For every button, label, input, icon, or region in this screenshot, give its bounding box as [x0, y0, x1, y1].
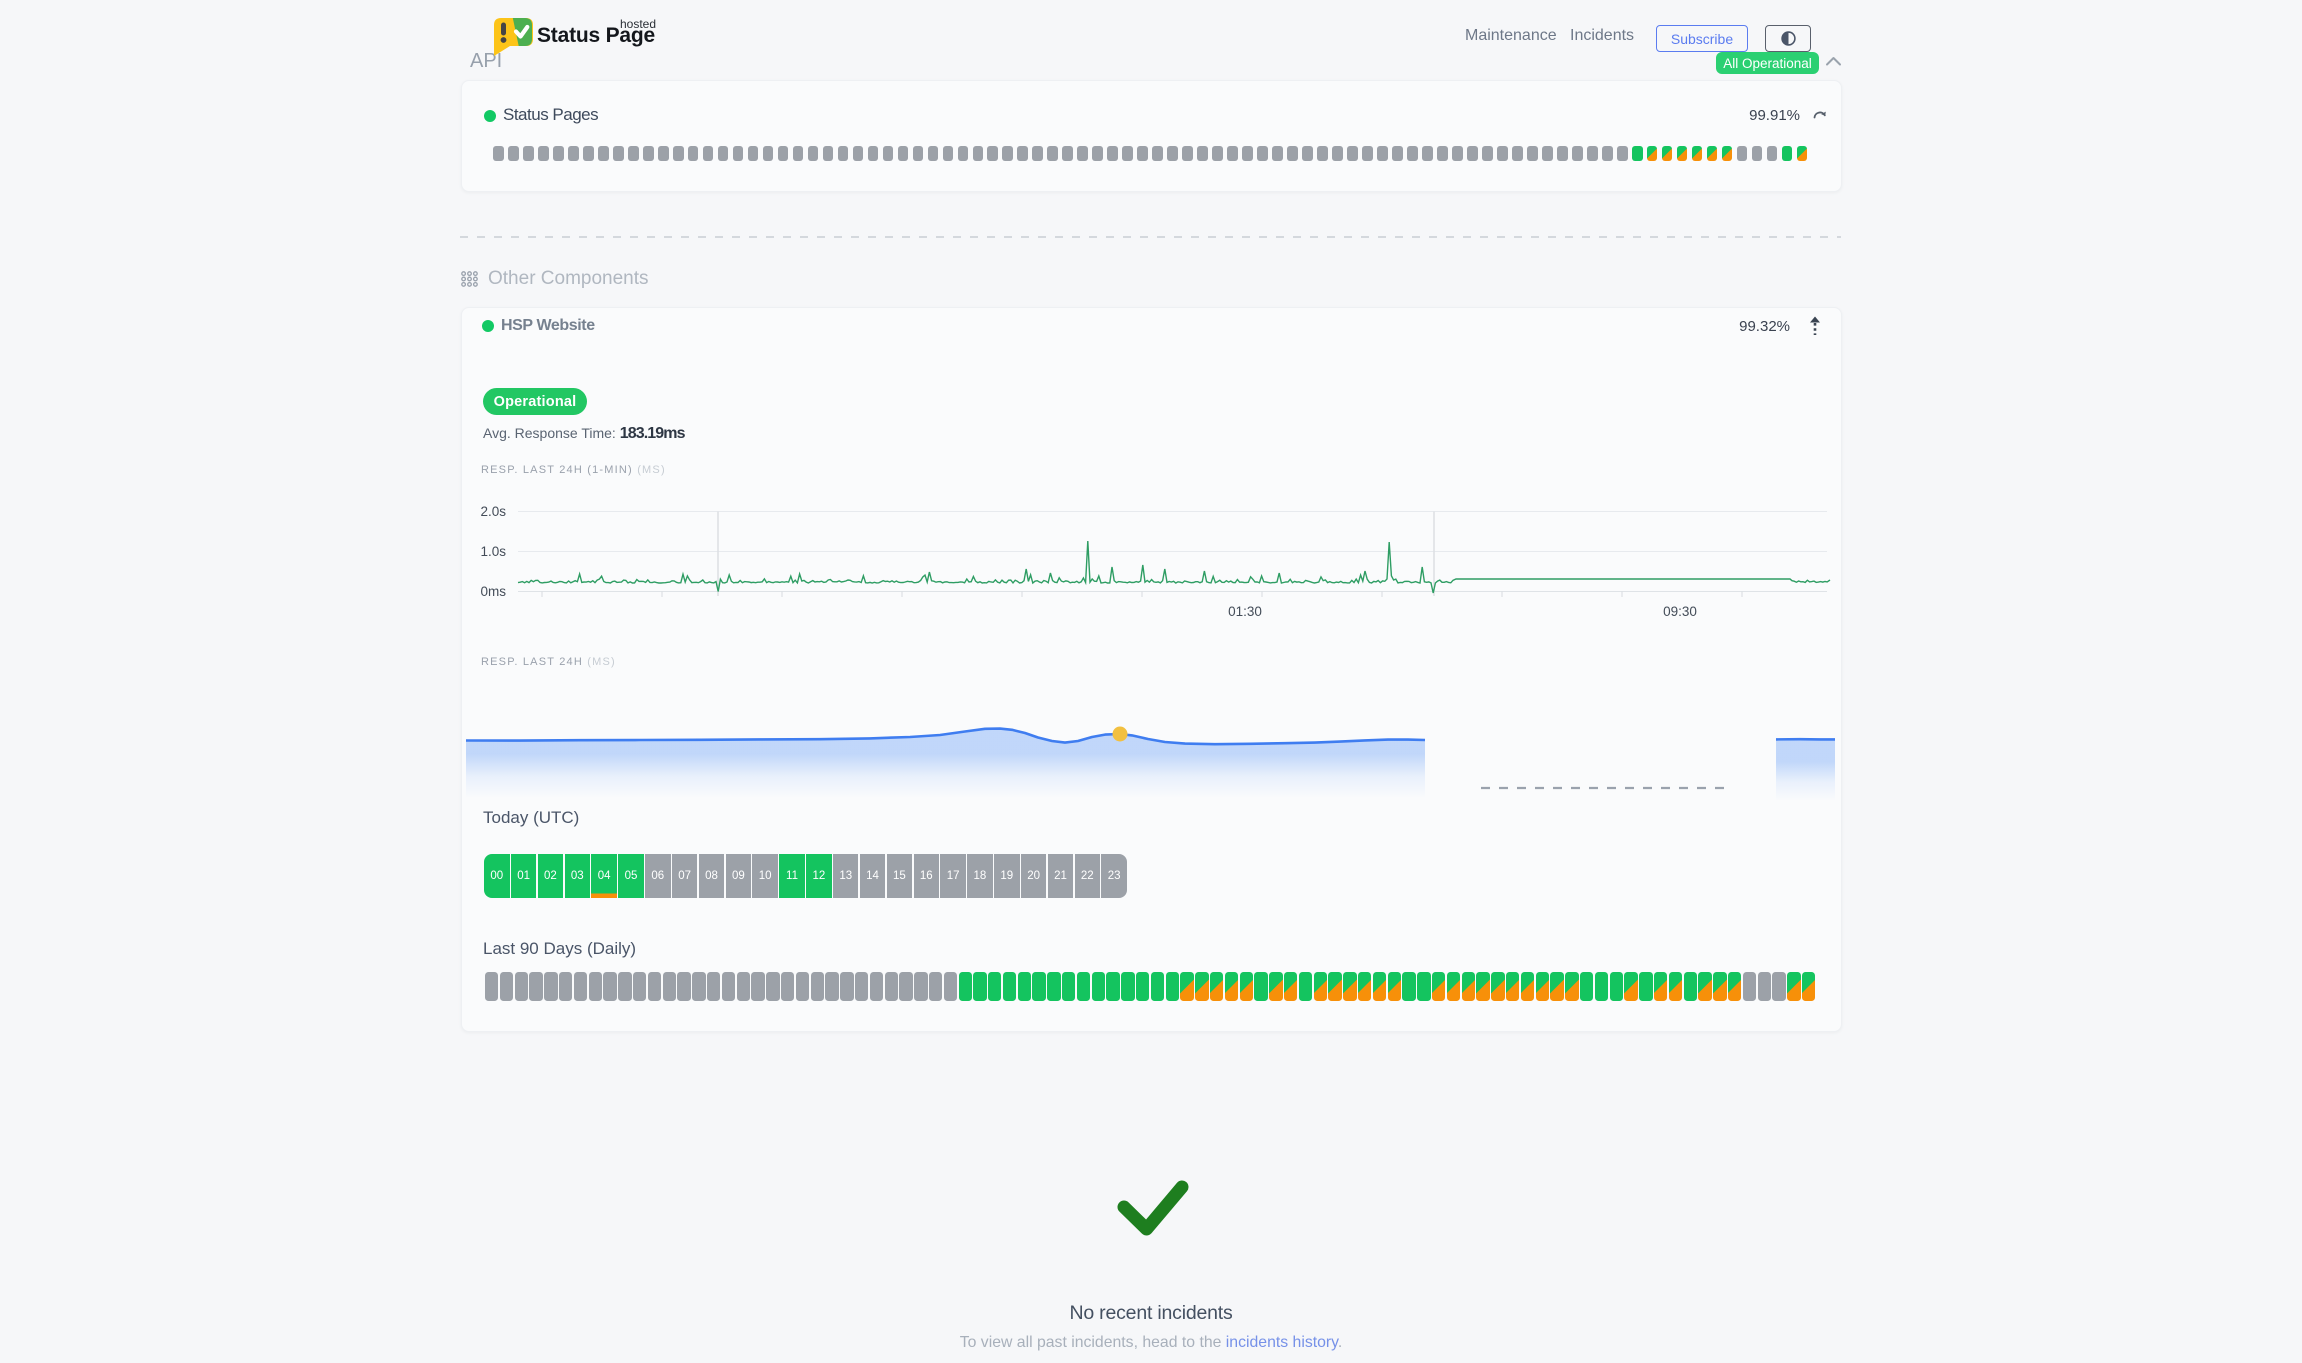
svg-text:0ms: 0ms [480, 584, 506, 599]
svg-text:01:30: 01:30 [1228, 604, 1262, 619]
svg-text:09:30: 09:30 [1663, 604, 1697, 619]
svg-text:2.0s: 2.0s [480, 504, 506, 519]
svg-text:1.0s: 1.0s [480, 544, 506, 559]
